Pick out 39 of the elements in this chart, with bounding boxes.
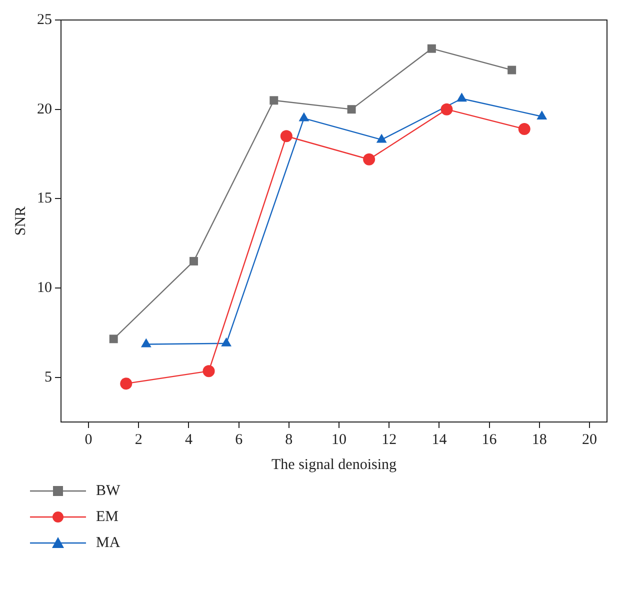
point <box>456 92 467 102</box>
point <box>221 337 232 346</box>
point <box>202 365 215 378</box>
point <box>270 96 278 105</box>
legend-label: EM <box>96 508 118 526</box>
point <box>376 134 387 143</box>
x-tick-label: 10 <box>332 432 347 448</box>
point <box>347 105 356 114</box>
y-tick-label: 5 <box>44 369 52 386</box>
point <box>298 112 310 122</box>
point <box>109 334 118 344</box>
point <box>140 338 152 348</box>
y-tick-label: 20 <box>37 101 52 118</box>
point <box>508 66 516 74</box>
x-tick-label: 8 <box>285 432 293 448</box>
legend-label: MA <box>96 534 120 552</box>
point <box>280 130 292 142</box>
x-tick-label: 2 <box>134 432 142 448</box>
x-tick-label: 6 <box>235 432 244 448</box>
y-axis-title: SNR <box>12 206 29 236</box>
point <box>518 122 530 135</box>
point <box>440 103 453 116</box>
x-tick-label: 14 <box>432 432 448 448</box>
x-tick-label: 4 <box>184 432 193 448</box>
x-tick-label: 20 <box>582 432 597 448</box>
y-tick-label: 25 <box>37 12 52 28</box>
x-axis-title: The signal denoising <box>272 456 397 473</box>
x-tick-label: 0 <box>84 432 92 448</box>
point <box>427 44 436 53</box>
point <box>190 256 198 266</box>
y-tick-label: 15 <box>37 190 52 207</box>
x-tick-label: 18 <box>532 432 547 448</box>
point <box>120 378 132 390</box>
y-tick-label: 10 <box>37 280 52 296</box>
point <box>536 110 548 120</box>
point <box>363 153 376 166</box>
x-tick-label: 16 <box>482 432 498 448</box>
x-tick-label: 12 <box>382 432 397 448</box>
legend-label: BW <box>96 482 120 500</box>
